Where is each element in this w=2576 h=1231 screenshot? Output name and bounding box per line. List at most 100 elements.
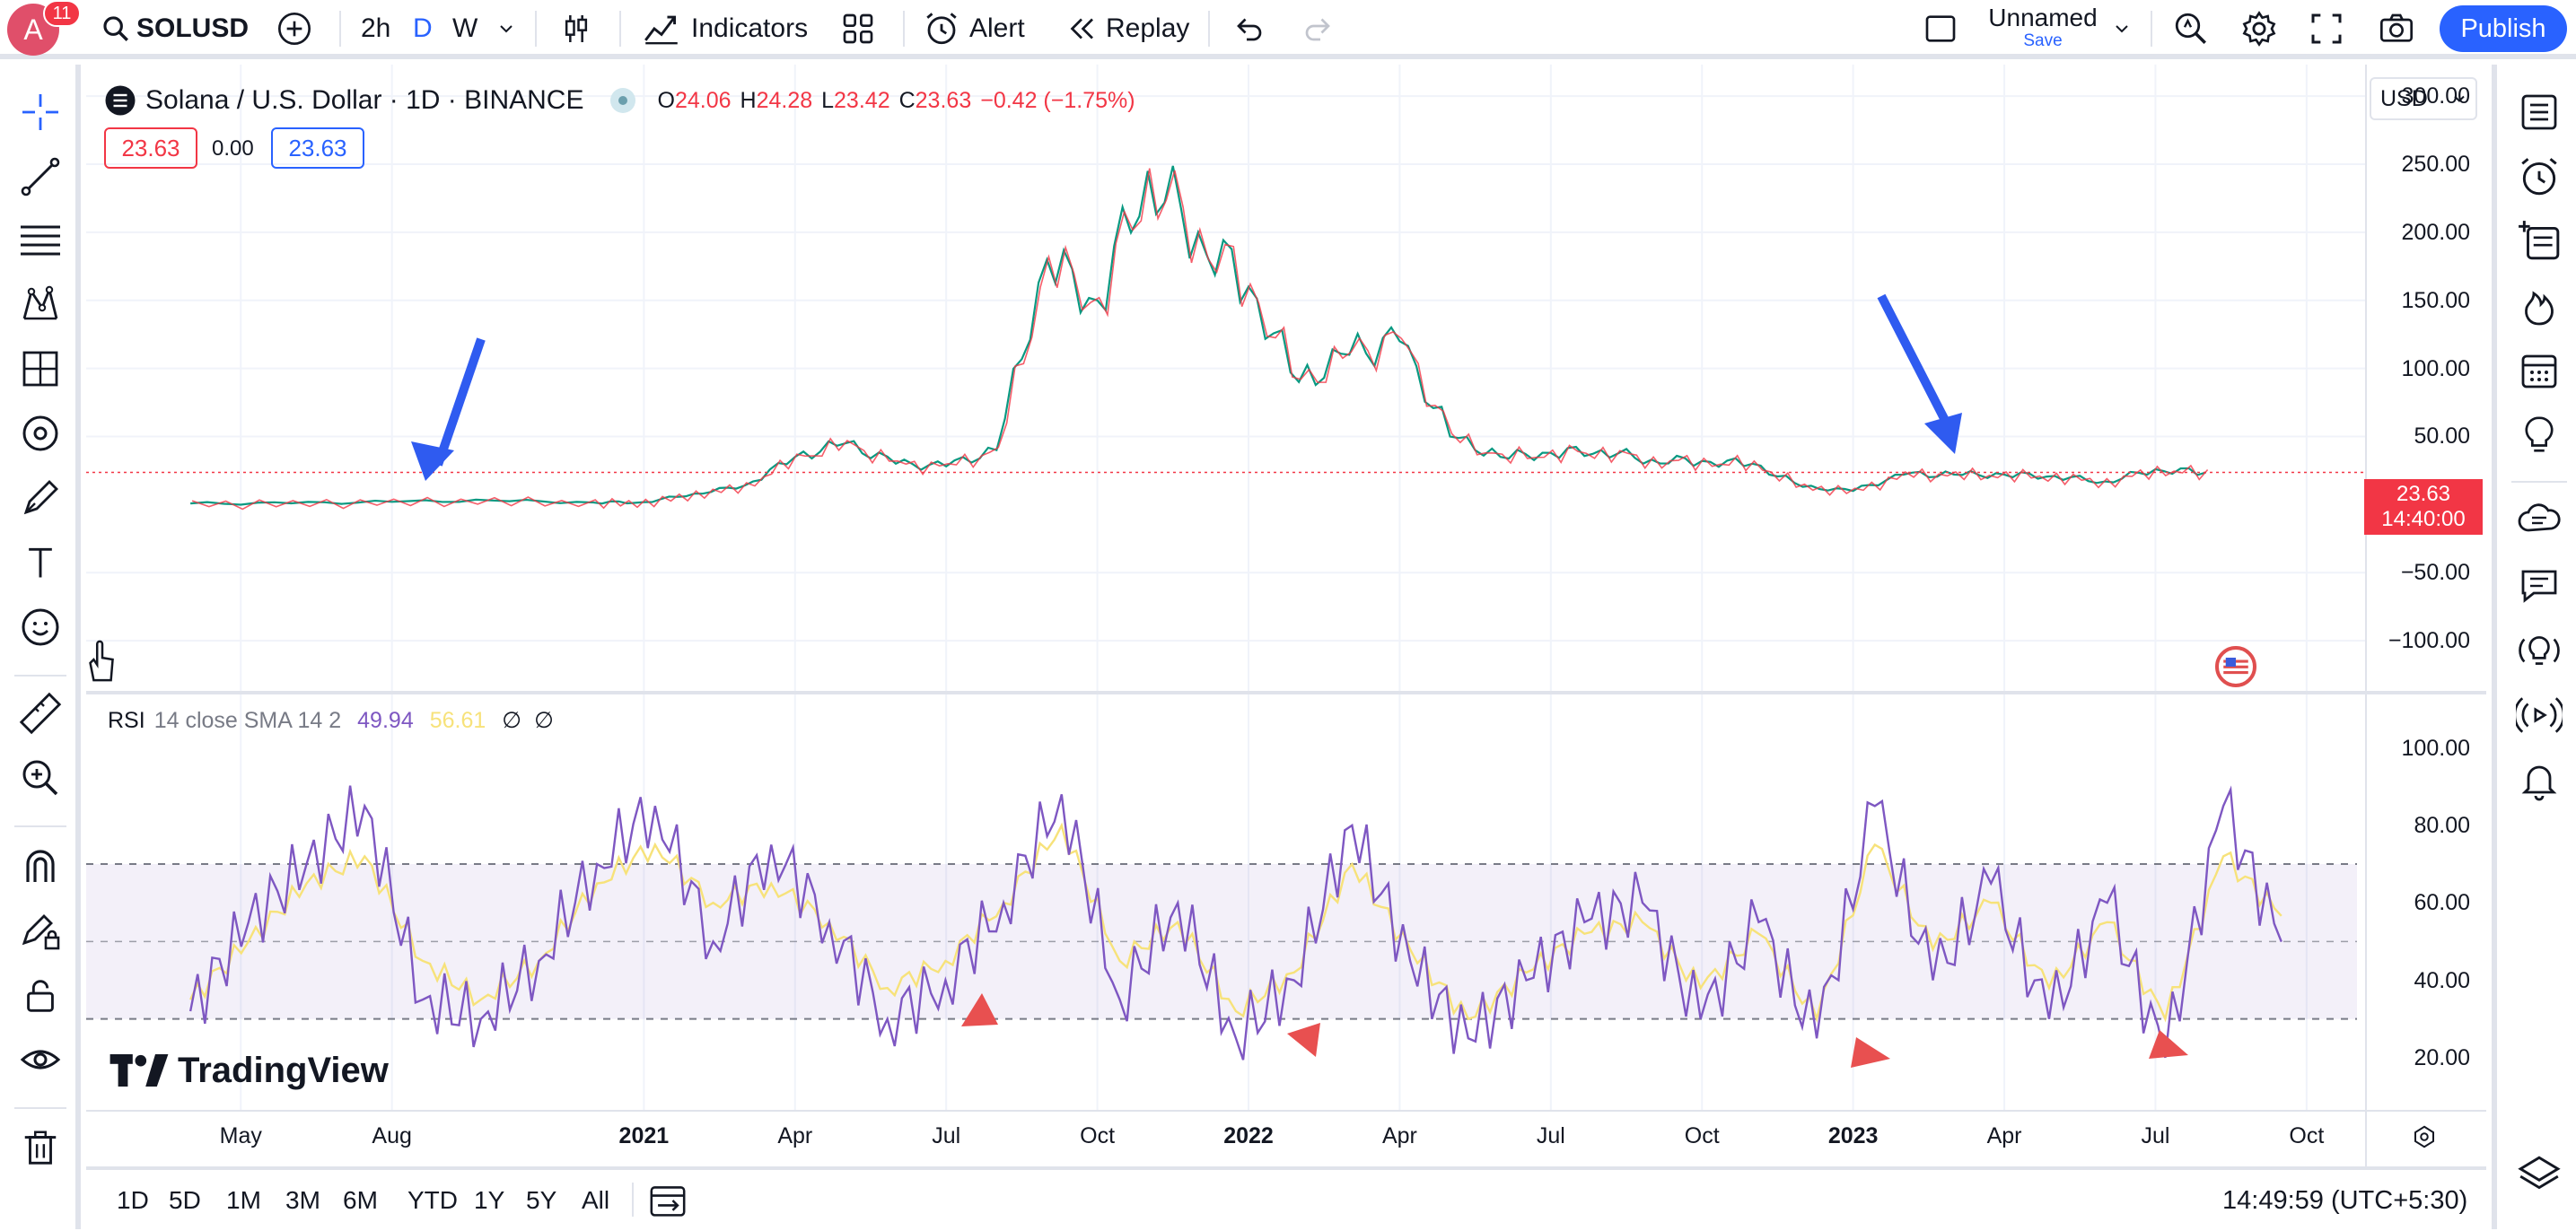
range-button-1m[interactable]: 1M (226, 1186, 261, 1214)
zoom-tool[interactable] (16, 754, 65, 802)
time-tick-label: 2022 (1223, 1123, 1274, 1148)
snapshot-button[interactable] (2377, 7, 2416, 50)
eye-icon (20, 1050, 61, 1069)
pattern-tool[interactable] (16, 280, 65, 328)
indicators-button[interactable]: Indicators (643, 7, 808, 50)
goto-date-button[interactable] (648, 1183, 688, 1218)
range-button-5y[interactable]: 5Y (526, 1186, 557, 1214)
range-button-5d[interactable]: 5D (169, 1186, 201, 1214)
quick-search-button[interactable] (2172, 7, 2210, 50)
undo-button[interactable] (1231, 7, 1267, 50)
alarm-clock-icon (2521, 158, 2557, 196)
minds-button[interactable] (2513, 495, 2565, 547)
camera-icon (2380, 13, 2413, 42)
crosshair-tool[interactable] (16, 88, 65, 136)
layers-button[interactable] (2513, 1148, 2565, 1200)
ohlc-high-label: H (740, 87, 757, 113)
sell-price-box[interactable]: 23.63 (104, 127, 197, 169)
watchlist-button[interactable] (2513, 86, 2565, 138)
replay-label: Replay (1106, 13, 1190, 43)
ideas-button[interactable] (2513, 409, 2565, 461)
chart-area[interactable]: Solana / U.S. Dollar · 1D · BINANCE O 24.… (86, 65, 2486, 1231)
candlestick-icon (565, 15, 588, 42)
alert-button[interactable]: Alert (923, 7, 1025, 50)
range-button-1y[interactable]: 1Y (474, 1186, 505, 1214)
layout-name-button[interactable]: Unnamed Save (1980, 4, 2106, 56)
time-tick-label: Oct (2289, 1123, 2325, 1148)
ideas-stream-button[interactable] (2513, 624, 2565, 677)
interval-w[interactable]: W (452, 7, 478, 50)
time-tick-label: Jul (932, 1123, 961, 1148)
fib-tool[interactable] (16, 215, 65, 264)
price-tick-label: 300.00 (2401, 83, 2470, 109)
emoji-tool[interactable] (16, 603, 65, 651)
layout-menu-dropdown[interactable] (2111, 7, 2133, 50)
range-button-3m[interactable]: 3M (285, 1186, 320, 1214)
top-toolbar: A 11 SOLUSD 2h D W Indicators Alert Repl… (0, 0, 2576, 59)
measure-tool[interactable] (16, 689, 65, 738)
object-tree-button[interactable] (2513, 215, 2565, 267)
hotlists-button[interactable] (2513, 280, 2565, 332)
fullscreen-button[interactable] (2309, 7, 2344, 50)
text-tool[interactable] (16, 538, 65, 587)
forecast-tool[interactable] (16, 345, 65, 393)
lock-drawing-tool[interactable] (16, 906, 65, 955)
publish-button[interactable]: Publish (2440, 5, 2567, 52)
clock-timezone[interactable]: 14:49:59 (UTC+5:30) (2222, 1186, 2468, 1215)
currency-value: USD (2380, 85, 2428, 111)
spread-value: 0.00 (212, 136, 254, 161)
interval-2h[interactable]: 2h (361, 7, 390, 50)
sell-price: 23.63 (121, 134, 180, 162)
remove-drawings-tool[interactable] (16, 1123, 65, 1172)
range-button-all[interactable]: All (582, 1186, 610, 1214)
interval-d[interactable]: D (413, 7, 433, 50)
chart-canvas[interactable] (86, 65, 2486, 1166)
calendar-icon (2521, 354, 2557, 389)
symbol-legend[interactable]: Solana / U.S. Dollar · 1D · BINANCE O 24.… (104, 83, 1135, 118)
lock-icon (27, 980, 54, 1012)
compare-add-button[interactable] (276, 7, 312, 50)
time-axis-settings[interactable] (2411, 1123, 2440, 1152)
brush-tool[interactable] (16, 474, 65, 522)
symbol-search[interactable]: SOLUSD (101, 7, 249, 50)
trend-line-tool[interactable] (16, 153, 65, 201)
time-tick-label: Oct (1684, 1123, 1720, 1148)
calendar-button[interactable] (2513, 345, 2565, 397)
tradingview-watermark[interactable]: TradingView (110, 1048, 389, 1093)
range-button-ytd[interactable]: YTD (407, 1186, 458, 1214)
annotation-marker-1 (961, 993, 998, 1026)
redo-button[interactable] (1300, 7, 1336, 50)
ohlc-change: −0.42 (−1.75%) (980, 87, 1135, 113)
annotation-marker-2 (1287, 1023, 1320, 1057)
annotation-arrow-right (1877, 293, 1962, 454)
notifications-button[interactable] (2513, 754, 2565, 806)
chats-button[interactable] (2513, 560, 2565, 612)
lock-all-tool[interactable] (16, 971, 65, 1019)
buy-price-box[interactable]: 23.63 (271, 127, 364, 169)
settings-button[interactable] (2240, 7, 2278, 50)
economic-event-flag[interactable] (2215, 646, 2256, 687)
toolbar-divider (535, 11, 537, 47)
rsi-value: 49.94 (357, 707, 414, 733)
rsi-line (188, 785, 2282, 1061)
multi-layout-button[interactable] (1923, 7, 1958, 50)
alerts-panel-button[interactable] (2513, 151, 2565, 203)
replay-button[interactable]: Replay (1065, 7, 1189, 50)
layouts-button[interactable] (840, 7, 876, 50)
bar-countdown: 14:40:00 (2381, 507, 2466, 531)
currency-selector[interactable]: USD (2370, 77, 2477, 120)
chart-type-button[interactable] (558, 7, 594, 50)
magnet-tool[interactable] (16, 842, 65, 890)
zoom-in-icon (22, 760, 58, 796)
interval-dropdown[interactable] (495, 7, 517, 50)
range-button-1d[interactable]: 1D (117, 1186, 149, 1214)
rsi-legend[interactable]: RSI 14 close SMA 14 2 49.94 56.61 ∅ ∅ (108, 705, 554, 736)
shapes-tool[interactable] (16, 409, 65, 458)
price-tick-label: −50.00 (2400, 560, 2470, 586)
time-tick-label: Apr (1986, 1123, 2022, 1148)
hide-drawings-tool[interactable] (16, 1035, 65, 1084)
time-tick-label: 2021 (618, 1123, 670, 1148)
projection-icon (22, 351, 58, 387)
streams-button[interactable] (2513, 689, 2565, 741)
range-button-6m[interactable]: 6M (343, 1186, 378, 1214)
